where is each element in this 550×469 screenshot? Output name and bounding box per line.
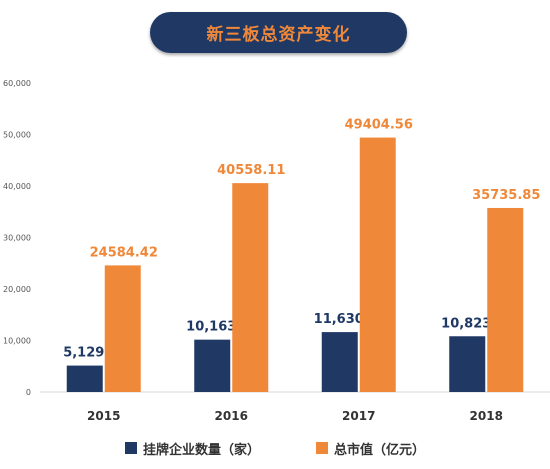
y-tick-label: 0 <box>26 388 31 397</box>
legend-item-market-value: 总市值（亿元） <box>316 439 425 458</box>
data-label-market-value: 24584.42 <box>90 245 158 260</box>
data-label-market-value: 40558.11 <box>217 163 285 178</box>
chart-title-banner: 新三板总资产变化 <box>150 12 407 53</box>
x-tick-label: 2017 <box>342 409 375 423</box>
legend-item-listed-companies: 挂牌企业数量（家） <box>124 439 260 458</box>
y-tick-label: 50,000 <box>3 131 31 140</box>
y-tick-label: 10,000 <box>3 337 31 346</box>
data-label-listed-companies: 10,163 <box>186 320 236 335</box>
y-tick-label: 60,000 <box>3 79 31 88</box>
bar-listed-companies <box>194 339 231 392</box>
bar-market-value <box>487 207 524 392</box>
bar-listed-companies <box>66 365 103 392</box>
y-tick-label: 40,000 <box>3 182 31 191</box>
chart-title: 新三板总资产变化 <box>206 25 351 45</box>
data-label-listed-companies: 5,129 <box>63 346 104 361</box>
x-tick-label: 2018 <box>470 409 503 423</box>
data-label-listed-companies: 10,823 <box>441 316 491 331</box>
bar-chart: 0 10,000 20,000 30,000 40,000 50,000 60,000 201… <box>3 79 550 423</box>
data-label-market-value: 35735.85 <box>472 188 540 203</box>
legend: 挂牌企业数量（家） 总市值（亿元） <box>0 436 550 460</box>
legend-label-market-value: 总市值（亿元） <box>334 442 426 458</box>
legend-swatch-market-value <box>316 442 328 454</box>
bar-listed-companies <box>321 332 358 392</box>
legend-swatch-listed-companies <box>124 442 137 454</box>
bar-market-value <box>104 265 141 392</box>
legend-label-listed-companies: 挂牌企业数量（家） <box>142 442 260 458</box>
bar-market-value <box>359 137 396 392</box>
y-tick-label: 20,000 <box>3 285 31 294</box>
data-label-market-value: 49404.56 <box>345 118 413 133</box>
x-tick-label: 2015 <box>87 409 120 423</box>
y-tick-label: 30,000 <box>3 234 31 243</box>
bar-market-value <box>232 183 269 392</box>
data-label-listed-companies: 11,630 <box>314 312 364 327</box>
x-tick-label: 2016 <box>215 409 248 423</box>
bar-listed-companies <box>449 336 486 392</box>
